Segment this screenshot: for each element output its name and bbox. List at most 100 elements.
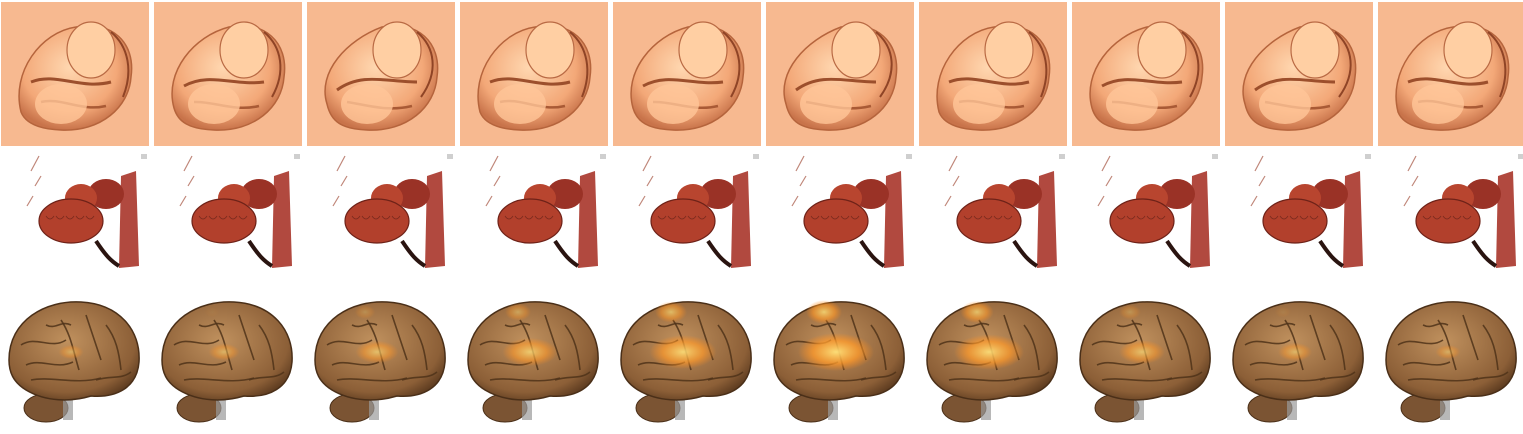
heart-render	[1097, 154, 1218, 268]
activation-temporal	[649, 335, 717, 369]
heart-ct-render-frame	[307, 146, 455, 290]
activation-motor	[1274, 306, 1292, 318]
brain-render	[620, 301, 752, 423]
fetus-render	[477, 21, 592, 131]
brain-fmri-render-frame	[1072, 290, 1220, 434]
heart-ct-render-image	[460, 146, 608, 290]
fetus-ultrasound-render-frame	[307, 2, 455, 146]
fetus-ultrasound-render-frame	[154, 2, 302, 146]
row-fetus-ultrasound	[0, 2, 1523, 146]
activation-motor	[960, 300, 994, 324]
heart-render	[179, 154, 300, 268]
activation-temporal	[1278, 342, 1312, 362]
brain-render	[161, 301, 293, 423]
brain-fmri-render-frame	[1, 290, 149, 434]
fetus-render	[171, 21, 286, 131]
fetus-ultrasound-render-frame	[1, 2, 149, 146]
brain-fmri-render-frame	[919, 290, 1067, 434]
brain-fmri-render-frame	[460, 290, 608, 434]
heart-render	[1250, 154, 1371, 268]
fetus-ultrasound-render-image	[1, 2, 149, 146]
heart-ct-render-image	[1225, 146, 1373, 290]
activation-temporal	[1119, 340, 1165, 364]
fetus-ultrasound-render-image	[154, 2, 302, 146]
brain-fmri-render-frame	[613, 290, 761, 434]
heart-render	[485, 154, 606, 268]
heart-render	[944, 154, 1065, 268]
heart-ct-render-frame	[154, 146, 302, 290]
brain-fmri-render-image	[1225, 290, 1373, 434]
brain-fmri-render-image	[460, 290, 608, 434]
activation-temporal	[355, 340, 399, 364]
activation-temporal	[954, 334, 1024, 370]
fetus-render	[1242, 21, 1357, 131]
heart-ct-render-frame	[1225, 146, 1373, 290]
brain-fmri-render-image	[613, 290, 761, 434]
activation-motor	[354, 304, 376, 320]
fetus-ultrasound-render-frame	[613, 2, 761, 146]
heart-ct-render-image	[307, 146, 455, 290]
heart-ct-render-frame	[766, 146, 914, 290]
heart-ct-render-frame	[460, 146, 608, 290]
brain-render	[1385, 301, 1517, 423]
heart-ct-render-image	[919, 146, 1067, 290]
row-brain-fmri	[0, 290, 1523, 434]
fetus-ultrasound-render-image	[766, 2, 914, 146]
activation-temporal	[502, 337, 558, 367]
heart-ct-render-image	[613, 146, 761, 290]
brain-fmri-render-frame	[307, 290, 455, 434]
heart-ct-render-frame	[613, 146, 761, 290]
activation-motor	[806, 300, 842, 324]
fetus-ultrasound-render-frame	[1378, 2, 1523, 146]
fetus-render	[324, 21, 439, 131]
heart-ct-render-image	[1072, 146, 1220, 290]
fetus-ultrasound-render-image	[1225, 2, 1373, 146]
activation-temporal	[208, 343, 240, 361]
heart-render	[791, 154, 912, 268]
activation-motor	[655, 301, 687, 323]
activation-temporal	[58, 344, 84, 360]
brain-render	[8, 301, 140, 423]
fetus-ultrasound-render-image	[1072, 2, 1220, 146]
fetus-ultrasound-render-frame	[460, 2, 608, 146]
heart-ct-render-image	[154, 146, 302, 290]
brain-render	[773, 300, 905, 423]
brain-fmri-render-image	[919, 290, 1067, 434]
brain-render	[314, 301, 446, 423]
heart-ct-render-image	[1378, 146, 1523, 290]
activation-motor	[204, 306, 220, 318]
fetus-render	[18, 21, 133, 131]
brain-fmri-render-image	[1072, 290, 1220, 434]
activation-motor	[1119, 304, 1141, 320]
brain-render	[1079, 301, 1211, 423]
fetus-render	[630, 21, 745, 131]
fetus-ultrasound-render-frame	[766, 2, 914, 146]
fetus-ultrasound-render-frame	[1072, 2, 1220, 146]
heart-ct-render-image	[766, 146, 914, 290]
fetus-ultrasound-render-image	[307, 2, 455, 146]
fetus-ultrasound-render-image	[460, 2, 608, 146]
fetus-ultrasound-render-image	[1378, 2, 1523, 146]
heart-render	[332, 154, 453, 268]
fetus-ultrasound-render-frame	[1225, 2, 1373, 146]
brain-fmri-render-image	[1, 290, 149, 434]
brain-fmri-render-image	[307, 290, 455, 434]
fetus-render	[936, 21, 1051, 131]
fetus-render	[1395, 21, 1510, 131]
heart-render	[638, 154, 759, 268]
brain-render	[926, 300, 1058, 423]
activation-temporal	[1435, 344, 1461, 360]
brain-fmri-render-image	[766, 290, 914, 434]
row-heart-ct	[0, 146, 1523, 290]
brain-fmri-render-frame	[1378, 290, 1523, 434]
heart-ct-render-frame	[1, 146, 149, 290]
heart-render	[1403, 154, 1523, 268]
fetus-render	[783, 21, 898, 131]
activation-temporal	[798, 333, 874, 371]
brain-render	[1232, 301, 1364, 423]
activation-motor	[504, 303, 532, 321]
brain-fmri-render-frame	[766, 290, 914, 434]
fetus-ultrasound-render-frame	[919, 2, 1067, 146]
heart-ct-render-frame	[1072, 146, 1220, 290]
heart-ct-render-image	[1, 146, 149, 290]
